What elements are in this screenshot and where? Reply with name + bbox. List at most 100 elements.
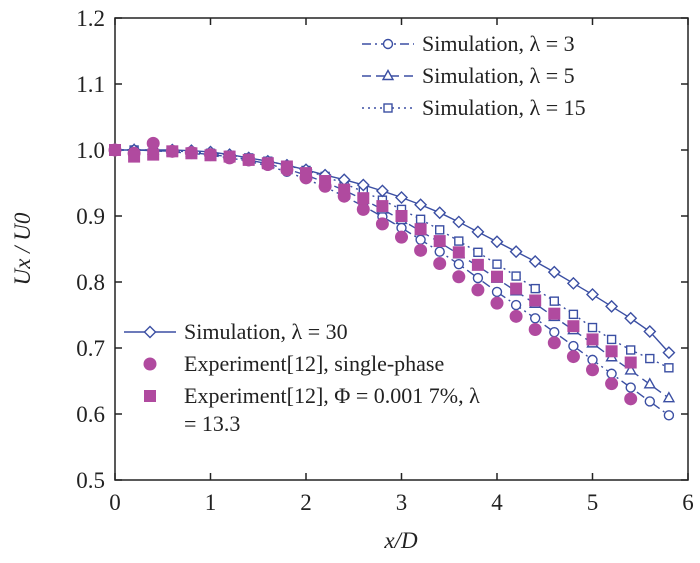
marker bbox=[471, 258, 484, 271]
marker bbox=[338, 183, 351, 196]
marker bbox=[472, 272, 484, 284]
marker bbox=[383, 103, 393, 113]
marker bbox=[587, 354, 598, 366]
marker bbox=[357, 192, 370, 205]
legend-label: Experiment[12], Φ = 0.001 7%, λ = 13.3 bbox=[184, 383, 480, 436]
marker bbox=[146, 136, 160, 150]
marker bbox=[511, 271, 521, 281]
marker bbox=[606, 334, 617, 345]
marker bbox=[645, 353, 655, 364]
marker bbox=[662, 391, 676, 403]
x-tick-label: 5 bbox=[587, 490, 599, 515]
marker bbox=[143, 325, 157, 339]
marker bbox=[490, 235, 504, 249]
legend-entry: Simulation, λ = 5 bbox=[360, 62, 586, 90]
marker bbox=[549, 296, 559, 306]
x-tick-label: 3 bbox=[396, 490, 408, 515]
marker bbox=[280, 160, 293, 173]
legend-entry: Simulation, λ = 30 bbox=[122, 318, 484, 346]
x-tick-label: 2 bbox=[300, 490, 312, 515]
marker bbox=[586, 363, 599, 377]
marker bbox=[626, 345, 636, 355]
x-tick-label: 4 bbox=[491, 490, 503, 515]
marker bbox=[664, 363, 674, 373]
marker bbox=[452, 215, 466, 229]
marker bbox=[381, 69, 395, 81]
legend-swatch bbox=[362, 103, 414, 113]
marker bbox=[433, 206, 447, 220]
legend-entry: Simulation, λ = 15 bbox=[360, 94, 586, 122]
y-tick-label: 0.7 bbox=[76, 336, 105, 361]
marker bbox=[509, 309, 523, 323]
marker bbox=[605, 299, 619, 313]
marker bbox=[624, 356, 637, 369]
marker bbox=[643, 377, 656, 389]
marker bbox=[415, 214, 426, 225]
marker bbox=[223, 150, 236, 163]
y-tick-label: 1.1 bbox=[76, 72, 105, 97]
legend-entry: Simulation, λ = 3 bbox=[360, 30, 586, 58]
legend-label: Simulation, λ = 30 bbox=[184, 319, 348, 344]
marker bbox=[435, 225, 445, 235]
marker bbox=[643, 325, 657, 338]
legend-label: Experiment[12], single-phase bbox=[184, 351, 445, 376]
legend-swatch bbox=[143, 357, 157, 371]
legend-label: Simulation, λ = 3 bbox=[422, 31, 575, 56]
y-tick-label: 0.5 bbox=[76, 468, 105, 493]
marker bbox=[606, 368, 617, 379]
marker bbox=[395, 230, 408, 244]
legend-entry: Experiment[12], single-phase bbox=[122, 350, 484, 378]
marker bbox=[204, 149, 217, 162]
marker bbox=[567, 320, 580, 333]
marker bbox=[528, 323, 542, 337]
marker bbox=[395, 191, 408, 205]
marker bbox=[414, 223, 427, 236]
legend: Simulation, λ = 30 Experiment[12], single… bbox=[122, 318, 484, 442]
marker bbox=[547, 265, 561, 279]
marker bbox=[587, 322, 598, 333]
marker bbox=[492, 259, 502, 269]
marker bbox=[261, 157, 274, 170]
marker bbox=[185, 147, 198, 160]
marker bbox=[529, 294, 542, 307]
marker bbox=[144, 390, 156, 402]
legend: Simulation, λ = 3 Simulation, λ = 5 Simula… bbox=[360, 30, 586, 126]
marker bbox=[510, 282, 523, 295]
marker bbox=[624, 363, 637, 375]
marker bbox=[452, 246, 465, 259]
marker bbox=[128, 150, 141, 163]
marker bbox=[242, 153, 255, 166]
marker bbox=[624, 392, 638, 406]
marker bbox=[376, 200, 389, 213]
marker bbox=[605, 345, 618, 358]
x-tick-label: 1 bbox=[205, 490, 217, 515]
marker bbox=[605, 377, 619, 391]
x-tick-label: 6 bbox=[682, 490, 694, 515]
marker bbox=[375, 184, 389, 198]
legend-swatch bbox=[144, 390, 156, 402]
legend-entry: Experiment[12], Φ = 0.001 7%, λ = 13.3 bbox=[122, 382, 484, 438]
marker bbox=[625, 382, 636, 393]
marker bbox=[568, 340, 579, 352]
marker bbox=[547, 336, 561, 350]
marker bbox=[356, 178, 370, 192]
marker bbox=[491, 286, 503, 298]
marker bbox=[414, 198, 428, 212]
marker bbox=[471, 225, 485, 239]
marker bbox=[473, 247, 483, 258]
marker bbox=[490, 296, 504, 310]
marker bbox=[375, 217, 389, 231]
marker bbox=[530, 283, 540, 294]
y-tick-label: 1.2 bbox=[76, 6, 105, 31]
marker bbox=[510, 299, 522, 311]
marker bbox=[300, 167, 312, 180]
marker bbox=[491, 270, 503, 283]
marker bbox=[528, 255, 542, 269]
marker bbox=[415, 234, 426, 245]
legend-swatch bbox=[362, 69, 414, 81]
marker bbox=[434, 246, 445, 257]
marker bbox=[166, 145, 179, 158]
marker bbox=[452, 270, 466, 284]
marker bbox=[568, 309, 579, 320]
